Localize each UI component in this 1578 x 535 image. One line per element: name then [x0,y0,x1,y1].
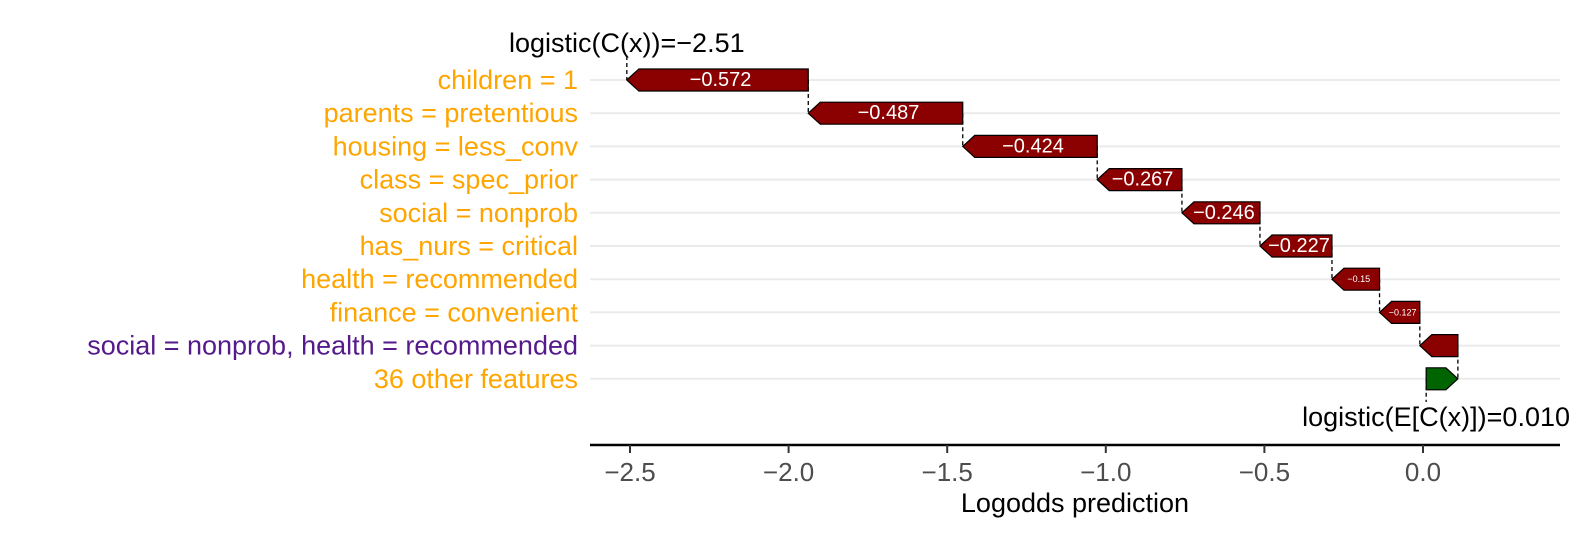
x-tick-label: −1.0 [1080,457,1131,487]
x-axis-ticks: −2.5 −2.0 −1.5 −1.0 −0.5 0.0 [604,445,1441,487]
bar [961,134,1098,158]
prediction-annotation: logistic(C(x))=−2.51 [509,28,745,58]
x-tick-label: −2.0 [763,457,814,487]
bar [1378,300,1421,324]
gridlines [590,79,1560,380]
bar [1331,267,1381,291]
feature-label: class = spec_prior [360,165,578,195]
feature-label: finance = convenient [330,297,579,327]
feature-label: social = nonprob, health = recommended [87,331,578,361]
bar-value-label: −0.487 [858,102,920,124]
feature-label: housing = less_conv [333,131,579,161]
x-tick-label: −2.5 [604,457,655,487]
feature-label: children = 1 [438,65,578,95]
bar-value-label: −0.227 [1268,235,1330,257]
x-tick-label: −0.5 [1239,457,1290,487]
feature-label: has_nurs = critical [360,231,578,261]
x-axis-title: Logodds prediction [961,488,1189,518]
feature-label: 36 other features [374,364,578,394]
bar-value-label: −0.127 [1389,307,1417,317]
bar-value-label: −0.246 [1193,202,1255,224]
feature-label: social = nonprob [379,198,578,228]
feature-label: health = recommended [301,264,578,294]
connectors [626,56,1459,402]
bar [1096,168,1183,192]
bar-value-label: −0.424 [1002,135,1064,157]
baseline-annotation: logistic(E[C(x)])=0.010 [1302,402,1570,432]
x-tick-label: 0.0 [1405,457,1441,487]
bar [1181,201,1261,225]
bar [807,101,964,125]
bar-value-label: −0.267 [1112,169,1174,191]
bar [1259,234,1333,258]
bars: −0.572 −0.487 −0.424 −0.267 −0.246 −0.227 −0.1… [625,68,1459,391]
bar-value-label: −0.15 [1347,274,1370,284]
x-tick-label: −1.5 [922,457,973,487]
bar [625,68,809,92]
bar [1418,334,1459,358]
bar-value-label: −0.572 [690,69,752,91]
bar [1425,367,1459,391]
feature-label: parents = pretentious [324,98,578,128]
